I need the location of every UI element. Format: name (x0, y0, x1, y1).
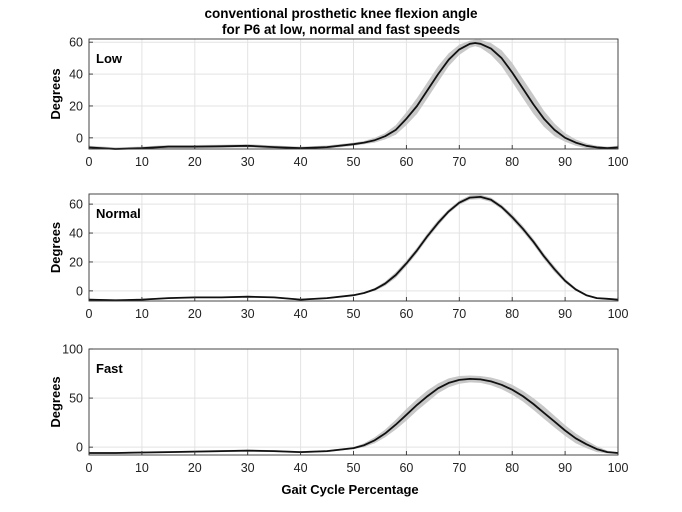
y-axis-label: Degrees (48, 222, 63, 273)
x-tick-label: 30 (241, 307, 255, 321)
y-axis-label: Degrees (48, 68, 63, 119)
title-line-2: for P6 at low, normal and fast speeds (221, 22, 461, 37)
x-tick-label: 40 (294, 307, 308, 321)
y-tick-label: 60 (69, 198, 83, 212)
x-tick-label: 40 (294, 461, 308, 475)
x-tick-label: 10 (135, 307, 149, 321)
y-tick-label: 40 (69, 68, 83, 82)
y-tick-label: 0 (76, 131, 83, 145)
x-tick-label: 80 (505, 307, 519, 321)
x-tick-label: 20 (188, 155, 202, 169)
x-tick-label: 30 (241, 461, 255, 475)
x-tick-label: 50 (347, 155, 361, 169)
panel-label: Normal (96, 206, 141, 221)
x-tick-label: 50 (347, 307, 361, 321)
y-tick-label: 40 (69, 227, 83, 241)
panel-label: Fast (96, 361, 123, 376)
x-tick-label: 100 (608, 307, 629, 321)
x-tick-label: 10 (135, 155, 149, 169)
panel-fast: 0 10 20 30 40 50 60 70 80 90 100 0 50 100 Degrees Fast (48, 343, 628, 476)
x-tick-label: 100 (608, 155, 629, 169)
mean-line (88, 195, 619, 302)
y-tick-label: 60 (69, 36, 83, 50)
x-axis-label: Gait Cycle Percentage (281, 482, 419, 497)
mean-line (89, 377, 619, 454)
panel-normal: 0 10 20 30 40 50 60 70 80 90 100 0 20 40 60 Degrees Norm… (48, 193, 629, 321)
x-tick-label: 60 (399, 307, 413, 321)
figure-title: conventional prosthetic knee flexion ang… (0, 6, 682, 38)
x-tick-label: 100 (608, 461, 629, 475)
y-tick-label: 100 (62, 343, 83, 357)
x-tick-label: 90 (558, 155, 572, 169)
x-tick-label: 90 (558, 307, 572, 321)
x-tick-label: 80 (505, 155, 519, 169)
x-tick-label: 80 (505, 461, 519, 475)
x-tick-label: 70 (452, 307, 466, 321)
x-tick-label: 40 (294, 155, 308, 169)
x-tick-label: 0 (86, 307, 93, 321)
y-tick-label: 0 (76, 284, 83, 298)
variance-band (89, 39, 618, 150)
x-tick-label: 0 (86, 461, 93, 475)
x-tick-label: 70 (452, 461, 466, 475)
x-tick-label: 10 (135, 461, 149, 475)
x-tick-label: 90 (558, 461, 572, 475)
y-axis-label: Degrees (48, 376, 63, 427)
x-tick-label: 60 (399, 155, 413, 169)
title-line-1: conventional prosthetic knee flexion ang… (204, 6, 478, 21)
y-tick-label: 20 (69, 255, 83, 269)
y-tick-label: 20 (69, 99, 83, 113)
x-tick-label: 60 (399, 461, 413, 475)
y-tick-label: 50 (69, 392, 83, 406)
x-tick-label: 30 (241, 155, 255, 169)
x-tick-label: 0 (86, 155, 93, 169)
panel-low: 0 10 20 30 40 50 60 70 80 90 100 0 20 40 60 Degrees Low (48, 36, 628, 169)
x-tick-label: 50 (347, 461, 361, 475)
x-tick-label: 20 (188, 307, 202, 321)
x-tick-label: 70 (452, 155, 466, 169)
x-tick-label: 20 (188, 461, 202, 475)
y-tick-label: 0 (76, 441, 83, 455)
panel-label: Low (96, 51, 123, 66)
